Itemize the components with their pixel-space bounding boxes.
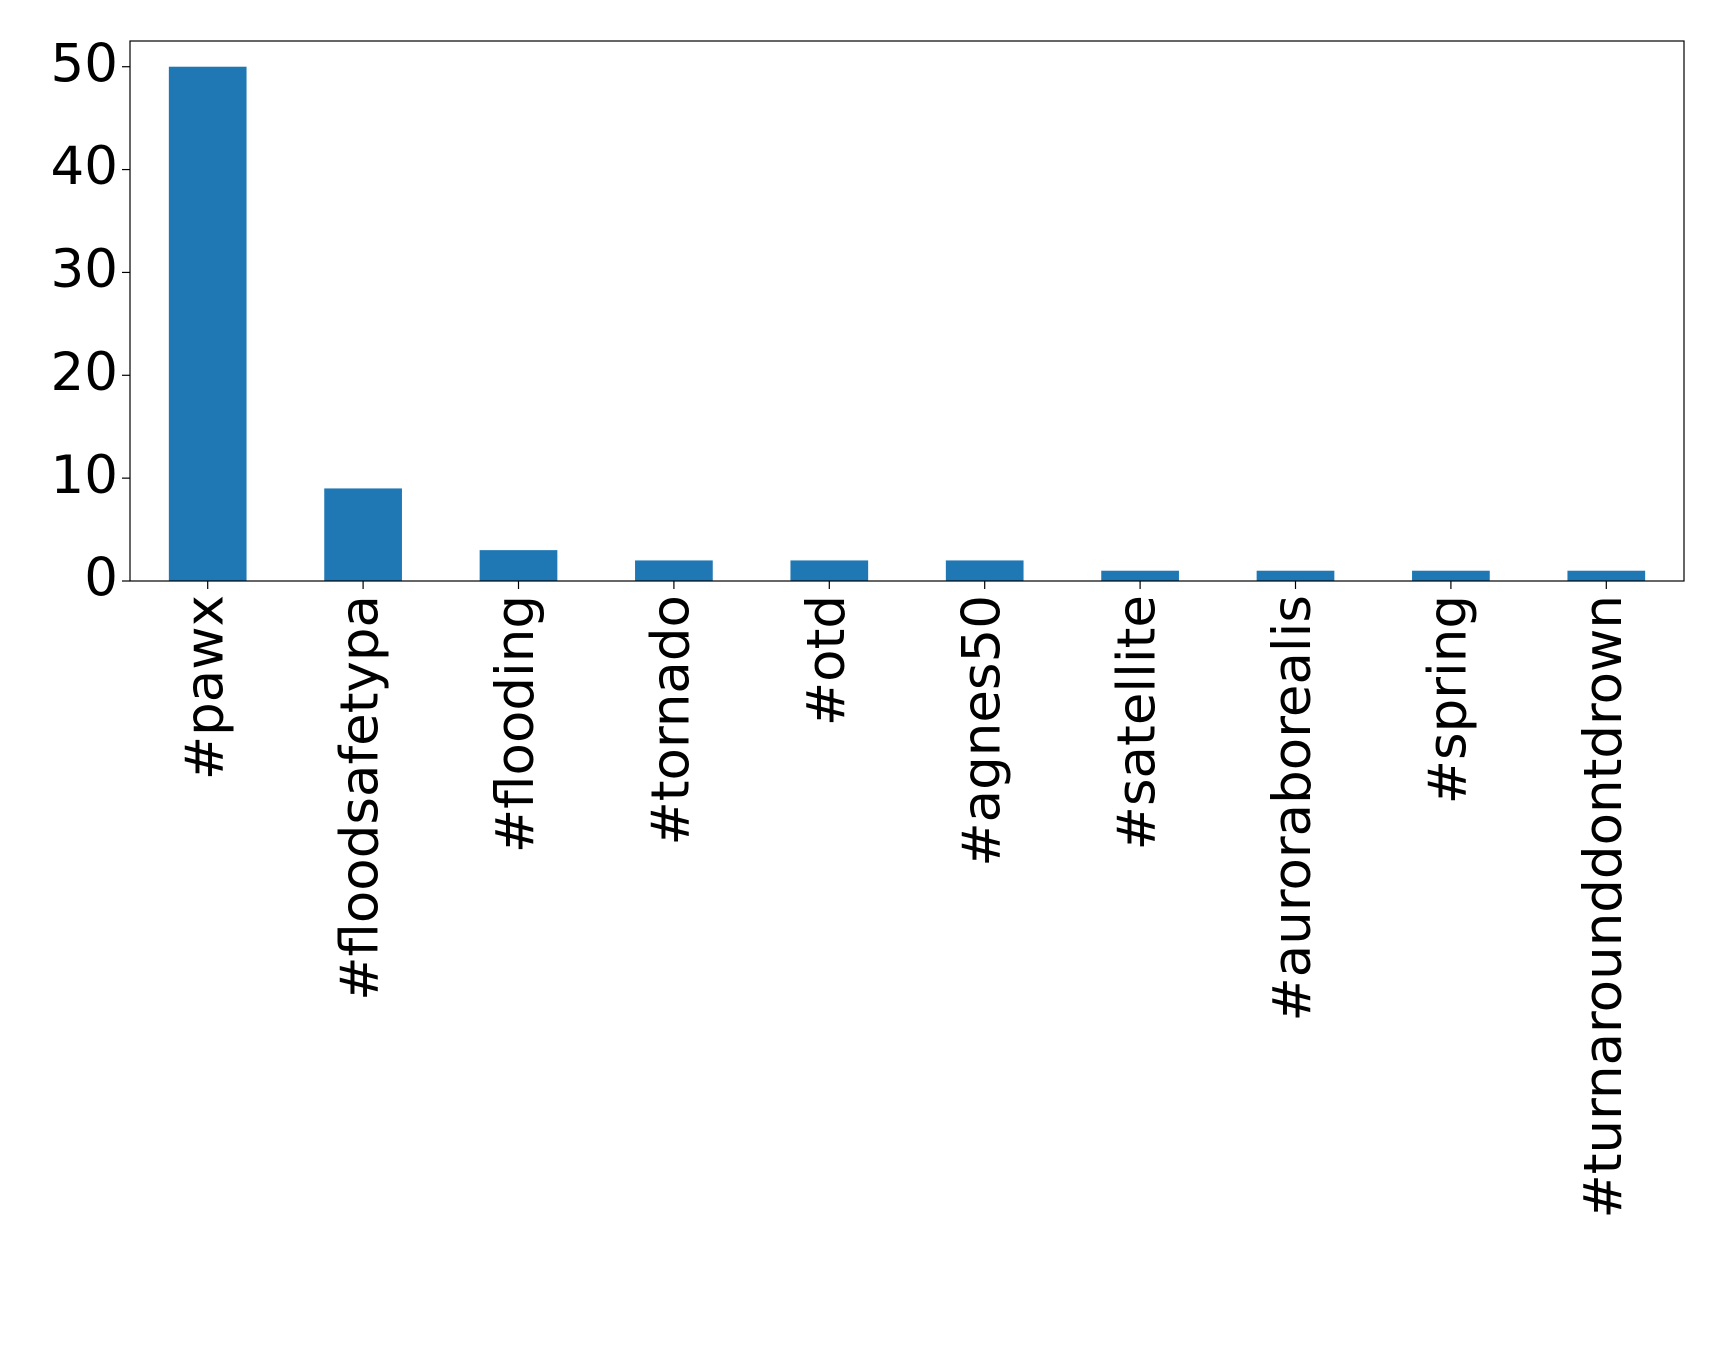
x-tick-label: #otd [796,595,857,726]
bar [635,560,713,581]
bar [168,66,247,581]
bar [790,560,869,581]
y-tick-label: 20 [51,342,118,403]
x-tick-label: #turnarounddontdrown [1573,595,1634,1219]
bar [479,550,558,581]
bar [1412,570,1490,581]
y-tick-label: 0 [84,548,118,609]
y-tick-label: 30 [51,239,118,300]
x-tick-label: #agnes50 [951,595,1012,867]
bar [1101,570,1179,581]
x-tick-label: #tornado [641,595,702,846]
y-tick-label: 10 [51,445,118,506]
x-tick-label: #pawx [174,595,235,780]
bar [945,560,1024,581]
bar [1567,570,1646,581]
x-tick-label: #spring [1418,595,1479,804]
x-tick-label: #auroraborealis [1262,595,1323,1022]
x-tick-label: #satellite [1107,595,1168,850]
y-tick-label: 50 [51,33,118,94]
x-tick-label: #flooding [485,595,546,853]
y-tick-label: 40 [51,136,118,197]
bar [1256,570,1335,581]
plot-frame [129,40,1685,582]
bar [324,488,402,581]
x-tick-label: #floodsafetypa [330,595,391,1001]
